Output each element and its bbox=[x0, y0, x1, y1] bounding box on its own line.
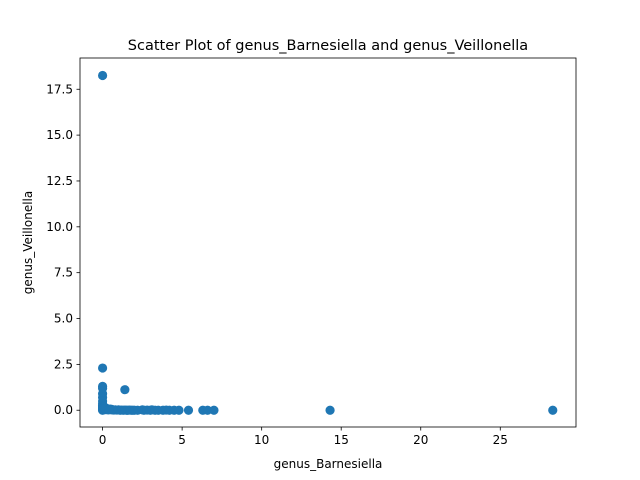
data-point bbox=[174, 405, 184, 415]
plot-frame bbox=[79, 57, 577, 428]
x-tick-label: 20 bbox=[413, 433, 428, 447]
chart-title: Scatter Plot of genus_Barnesiella and ge… bbox=[128, 38, 528, 54]
x-tick-label: 15 bbox=[334, 433, 349, 447]
x-tick-label: 0 bbox=[99, 433, 107, 447]
data-point bbox=[104, 405, 114, 415]
data-point bbox=[97, 363, 108, 373]
x-axis-label: genus_Barnesiella bbox=[274, 457, 383, 471]
y-tick-label: 5.0 bbox=[54, 312, 73, 326]
data-point bbox=[209, 405, 219, 415]
y-tick-label: 15.0 bbox=[46, 128, 73, 142]
x-tick-label: 5 bbox=[178, 433, 186, 447]
x-tick-label: 10 bbox=[254, 433, 269, 447]
y-tick-label: 7.5 bbox=[54, 266, 73, 280]
data-points bbox=[97, 70, 558, 415]
data-point bbox=[202, 405, 213, 415]
y-tick-label: 17.5 bbox=[46, 82, 73, 96]
y-tick-label: 0.0 bbox=[54, 403, 73, 417]
y-tick-label: 10.0 bbox=[46, 220, 73, 234]
data-point bbox=[325, 405, 335, 415]
data-point bbox=[97, 70, 108, 81]
x-tick-label: 25 bbox=[493, 433, 508, 447]
x-axis: 0 5 10 15 20 25 bbox=[99, 427, 508, 447]
y-axis-label: genus_Veillonella bbox=[21, 191, 35, 294]
data-point bbox=[120, 385, 130, 395]
data-point bbox=[183, 405, 194, 415]
y-axis: 0.0 2.5 5.0 7.5 10.0 12.5 15.0 17.5 bbox=[46, 82, 80, 417]
data-point bbox=[548, 405, 558, 415]
y-tick-label: 2.5 bbox=[54, 357, 73, 371]
y-tick-label: 12.5 bbox=[46, 174, 73, 188]
